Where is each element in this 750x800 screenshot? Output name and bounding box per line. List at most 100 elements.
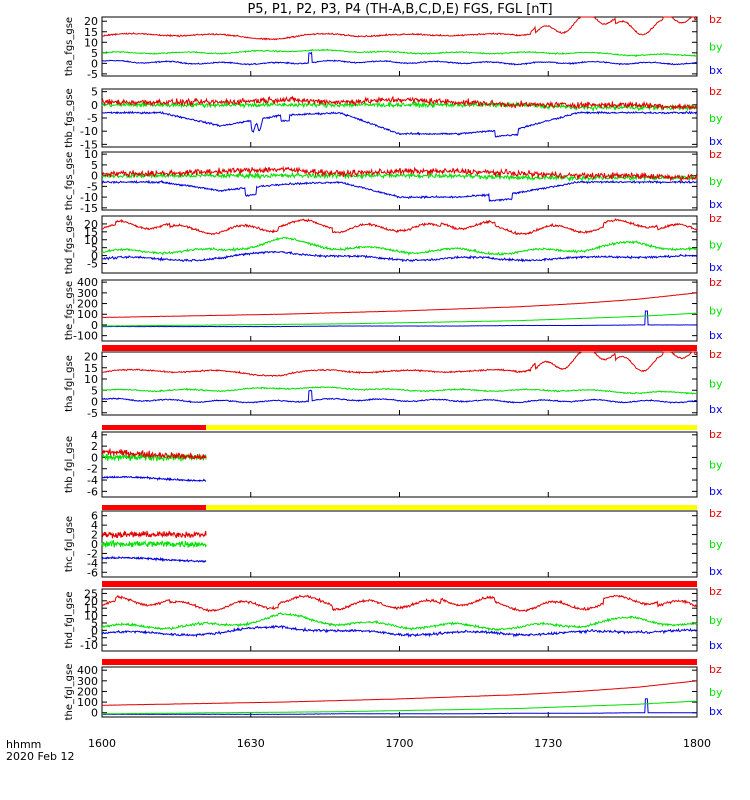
x-tick-label: 1800 <box>683 737 711 750</box>
series-line-bz <box>101 680 698 706</box>
series-line-bx <box>101 475 207 483</box>
y-tick-label: 200 <box>77 685 98 698</box>
status-bar-segment <box>206 425 697 430</box>
legend-bx: bx <box>709 261 723 274</box>
legend-bx: bx <box>709 329 723 342</box>
y-tick-label: -15 <box>80 202 98 215</box>
y-tick-label: -10 <box>80 191 98 204</box>
y-tick-label: 2 <box>91 529 98 542</box>
x-tick-label: 1730 <box>534 737 562 750</box>
series-line-bz <box>101 448 207 461</box>
y-tick-label: 4 <box>91 429 98 442</box>
series-line-bz <box>101 16 697 41</box>
series-line-bx <box>101 624 698 638</box>
legend-bz: bz <box>709 507 722 520</box>
series-line-by <box>101 700 697 715</box>
y-axis-label: tha_fgl_gse <box>64 355 75 412</box>
x-tick-label: 1700 <box>386 737 414 750</box>
y-tick-label: -4 <box>87 474 98 487</box>
y-axis-label: the_fgs_gse <box>64 281 75 340</box>
y-tick-label: 15 <box>84 226 98 239</box>
legend-bx: bx <box>709 64 723 77</box>
y-tick-label: 15 <box>84 26 98 39</box>
y-tick-label: 200 <box>77 298 98 311</box>
y-tick-label: 25 <box>84 587 98 600</box>
legend-bx: bx <box>709 135 723 148</box>
series-line-bx <box>101 555 207 563</box>
legend-bz: bz <box>709 212 722 225</box>
legend-by: by <box>709 614 723 627</box>
y-tick-label: -5 <box>87 112 98 125</box>
y-tick-label: 10 <box>84 234 98 247</box>
y-tick-label: 10 <box>84 373 98 386</box>
y-axis-label: thd_fgs_gse <box>64 215 75 274</box>
legend-by: by <box>709 41 723 54</box>
y-axis-label: tha_fgs_gse <box>64 17 75 76</box>
series-line-bz <box>101 218 698 236</box>
y-tick-label: 4 <box>91 519 98 532</box>
series-line-bx <box>101 250 698 263</box>
status-bar-segment <box>102 581 697 587</box>
legend-bz: bz <box>709 276 722 289</box>
y-tick-label: 5 <box>91 617 98 630</box>
y-tick-label: 300 <box>77 675 98 688</box>
legend-by: by <box>709 239 723 252</box>
legend-bx: bx <box>709 198 723 211</box>
y-tick-label: 20 <box>84 218 98 231</box>
y-tick-label: 10 <box>84 36 98 49</box>
time-format-label: hhmm <box>6 738 41 751</box>
legend-bx: bx <box>709 565 723 578</box>
legend-bz: bz <box>709 663 722 676</box>
legend-by: by <box>709 459 723 472</box>
legend-bz: bz <box>709 585 722 598</box>
legend-bz: bz <box>709 85 722 98</box>
series-line-by <box>101 539 207 549</box>
series-line-bx <box>101 698 698 716</box>
legend-by: by <box>709 305 723 318</box>
y-tick-label: -5 <box>87 632 98 645</box>
series-line-by <box>101 236 698 256</box>
y-tick-label: 300 <box>77 287 98 300</box>
series-line-by <box>101 171 698 182</box>
y-tick-label: 100 <box>77 308 98 321</box>
y-tick-label: 0 <box>91 57 98 70</box>
legend-bx: bx <box>709 705 723 718</box>
y-tick-label: 20 <box>84 15 98 28</box>
y-axis-label: thc_fgl_gse <box>64 516 75 572</box>
series-line-bz <box>101 594 698 613</box>
y-tick-label: 5 <box>91 242 98 255</box>
y-tick-label: 0 <box>91 451 98 464</box>
y-tick-label: 20 <box>84 595 98 608</box>
y-tick-label: 400 <box>77 664 98 677</box>
status-bar-segment <box>206 505 697 510</box>
y-axis-label: thb_fgs_gse <box>64 88 75 147</box>
time-axis: hhmm 2020 Feb 12 1600 1630 1700 1730 1800 <box>6 737 711 763</box>
series-line-bz <box>101 95 698 111</box>
y-tick-label: 2 <box>91 440 98 453</box>
series-line-bx <box>101 179 698 203</box>
legend-bz: bz <box>709 13 722 26</box>
x-tick-label: 1600 <box>88 737 116 750</box>
legend-by: by <box>709 378 723 391</box>
y-tick-label: 0 <box>91 707 98 720</box>
series-line-by <box>101 100 698 113</box>
y-axis-label: the_fgl_gse <box>64 664 75 721</box>
y-tick-label: -2 <box>87 547 98 560</box>
series-line-bz <box>101 351 698 378</box>
y-tick-label: -10 <box>80 639 98 652</box>
status-bar-segment <box>102 425 207 430</box>
y-tick-label: -10 <box>80 125 98 138</box>
series-line-bz <box>101 530 207 539</box>
y-tick-label: 0 <box>91 250 98 263</box>
series-line-bx <box>101 310 698 328</box>
legend-bx: bx <box>709 639 723 652</box>
y-tick-label: 0 <box>91 538 98 551</box>
legend-by: by <box>709 538 723 551</box>
date-label: 2020 Feb 12 <box>6 750 74 763</box>
y-tick-label: 100 <box>77 696 98 709</box>
series-line-by <box>102 312 697 327</box>
y-axis-label: thc_fgs_gse <box>64 152 75 211</box>
